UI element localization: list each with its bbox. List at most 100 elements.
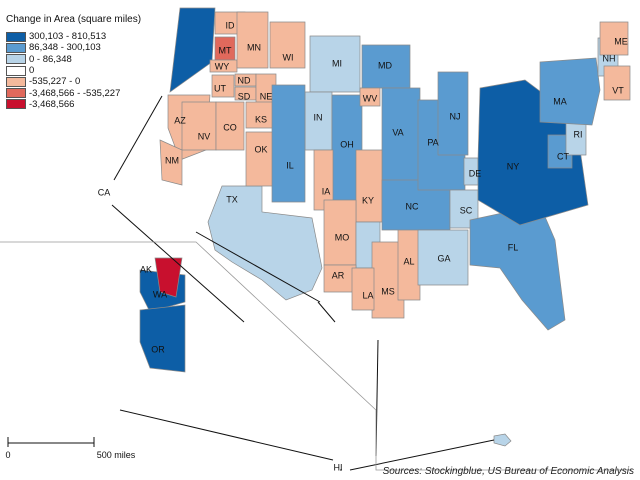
- state-label: TX: [226, 194, 238, 204]
- state-label: OR: [151, 344, 165, 354]
- state-label: AR: [332, 270, 345, 280]
- legend-label: 0: [29, 65, 35, 77]
- state-label: WA: [153, 289, 167, 299]
- legend-swatch: [6, 65, 26, 76]
- state-region: [245, 131, 277, 187]
- state-regions: [139, 7, 631, 447]
- state-label: ID: [226, 20, 236, 30]
- state-region: [603, 65, 631, 101]
- state-label: SC: [460, 205, 473, 215]
- state-label: AL: [403, 256, 414, 266]
- legend-swatch: [6, 31, 26, 42]
- state-region: [271, 84, 306, 203]
- legend-item: -3,468,566 - -535,227: [6, 87, 141, 99]
- legend-label: -535,227 - 0: [29, 76, 81, 88]
- state-region: [209, 59, 238, 73]
- state-label: IA: [322, 186, 331, 196]
- state-label: MS: [381, 286, 395, 296]
- legend-label: 300,103 - 810,513: [29, 31, 107, 43]
- state-region: [159, 139, 183, 186]
- legend-item: -535,227 - 0: [6, 76, 141, 87]
- leader-lines: [0, 95, 632, 471]
- legend-label: 0 - 86,348: [29, 53, 72, 65]
- state-region: [599, 21, 629, 56]
- legend-swatch: [6, 42, 26, 53]
- state-label: CA: [98, 187, 111, 197]
- scale-bar: 0 500 miles: [5, 437, 136, 460]
- legend-label: -3,468,566 - -535,227: [29, 87, 121, 99]
- legend-item: 0 - 86,348: [6, 54, 141, 65]
- state-region: [211, 74, 235, 98]
- state-label: NJ: [450, 111, 461, 121]
- scale-zero-label: 0: [5, 450, 10, 460]
- legend-item: -3,468,566: [6, 99, 141, 110]
- legend-item: 86,348 - 300,103: [6, 42, 141, 53]
- state-label: WI: [283, 52, 294, 62]
- state-region: [154, 257, 183, 298]
- state-label: IL: [286, 160, 294, 170]
- state-label: NM: [165, 155, 179, 165]
- state-label: ND: [238, 75, 251, 85]
- state-label: MO: [335, 232, 350, 242]
- state-region: [236, 11, 269, 69]
- leader-line: [349, 439, 495, 471]
- legend-item: 300,103 - 810,513: [6, 31, 141, 42]
- state-label: IN: [314, 112, 323, 122]
- state-label: ME: [614, 36, 628, 46]
- state-label: MD: [378, 60, 392, 70]
- state-label: RI: [574, 129, 583, 139]
- state-region: [169, 7, 216, 93]
- legend: Change in Area (square miles) 300,103 - …: [6, 14, 141, 110]
- state-label: MT: [219, 45, 232, 55]
- state-region: [139, 304, 186, 373]
- state-label: VT: [612, 85, 624, 95]
- scale-distance-label: 500 miles: [97, 450, 136, 460]
- state-label: CO: [223, 122, 237, 132]
- state-label: KS: [255, 114, 267, 124]
- inset-border: [0, 241, 632, 471]
- state-label: DE: [469, 168, 482, 178]
- state-region: [493, 433, 512, 447]
- state-label: LA: [362, 290, 373, 300]
- state-region: [359, 87, 381, 107]
- state-label: CT: [557, 151, 569, 161]
- state-label: FL: [508, 242, 519, 252]
- state-label: PA: [427, 137, 438, 147]
- state-label: WY: [215, 61, 230, 71]
- legend-swatch: [6, 88, 26, 99]
- state-label: MN: [247, 42, 261, 52]
- state-label: NE: [260, 91, 273, 101]
- state-region: [181, 101, 217, 151]
- leader-line: [119, 409, 334, 461]
- state-label: NY: [507, 161, 520, 171]
- leader-line: [113, 95, 163, 181]
- state-region: [417, 229, 469, 286]
- state-region: [437, 71, 469, 156]
- state-label: GA: [437, 253, 450, 263]
- state-label: AZ: [174, 115, 186, 125]
- leader-line: [195, 231, 321, 303]
- state-region: [355, 149, 383, 223]
- state-label: OK: [254, 144, 267, 154]
- state-label: SD: [238, 91, 251, 101]
- legend-label: -3,468,566: [29, 98, 75, 110]
- sources-note: Sources: Stockingblue, US Bureau of Econ…: [382, 466, 634, 477]
- legend-swatch: [6, 99, 26, 110]
- state-region: [351, 267, 375, 311]
- state-label: MA: [553, 96, 567, 106]
- state-label: KY: [362, 195, 374, 205]
- state-label: WV: [363, 93, 378, 103]
- state-label: MI: [332, 58, 342, 68]
- state-label: VA: [392, 127, 403, 137]
- state-label: NC: [406, 201, 419, 211]
- state-label: UT: [214, 83, 226, 93]
- legend-swatch: [6, 76, 26, 87]
- state-region: [215, 101, 245, 151]
- state-region: [539, 57, 601, 126]
- legend-label: 86,348 - 300,103: [29, 42, 101, 54]
- state-label: AK: [140, 264, 152, 274]
- leader-line: [111, 204, 245, 323]
- state-label: NH: [603, 53, 616, 63]
